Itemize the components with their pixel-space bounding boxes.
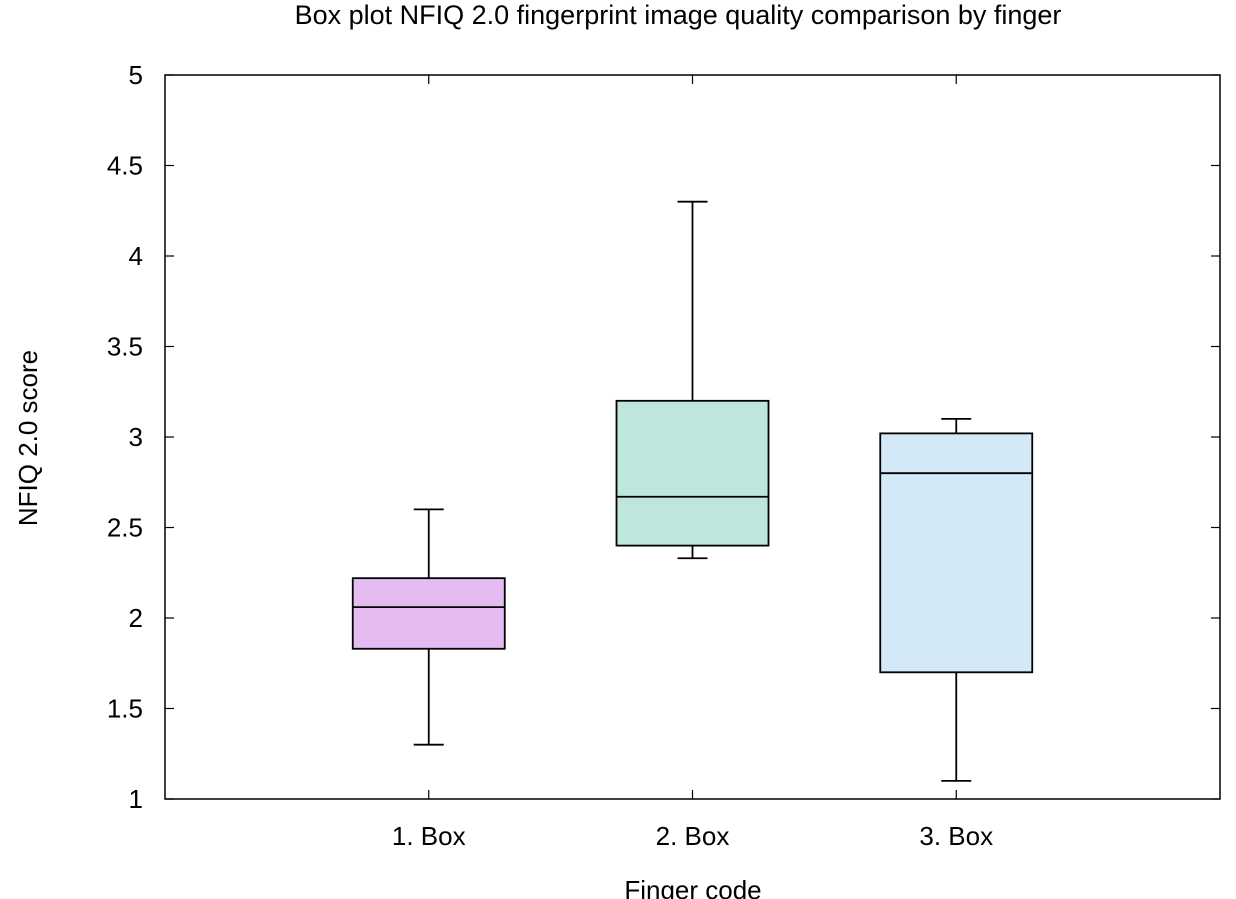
box-3 — [879, 417, 1034, 782]
y-tick-label: 1 — [129, 784, 143, 814]
y-tick-label: 5 — [129, 60, 143, 90]
x-axis-ticks: 1. Box 2. Box 3. Box — [392, 75, 993, 851]
x-tick-label: 2. Box — [656, 821, 730, 851]
box-1 — [351, 508, 506, 746]
y-tick-label: 2.5 — [107, 513, 143, 543]
y-tick-label: 4.5 — [107, 151, 143, 181]
chart-title: Box plot NFIQ 2.0 fingerprint image qual… — [295, 0, 1062, 30]
y-tick-label: 3.5 — [107, 332, 143, 362]
x-tick-label: 3. Box — [919, 821, 993, 851]
x-axis-label: Finger code — [624, 875, 761, 899]
x-tick-label: 1. Box — [392, 821, 466, 851]
box-series — [351, 200, 1034, 782]
box-iqr — [879, 432, 1034, 674]
box-iqr — [615, 399, 770, 547]
y-tick-label: 2 — [129, 603, 143, 633]
box-iqr — [351, 577, 506, 650]
y-tick-label: 3 — [129, 422, 143, 452]
y-axis-label: NFIQ 2.0 score — [13, 350, 43, 526]
y-tick-label: 4 — [129, 241, 143, 271]
y-tick-label: 1.5 — [107, 694, 143, 724]
box-2 — [615, 200, 770, 560]
y-axis-ticks: 1 1.5 2 2.5 3 3.5 4 4.5 5 — [107, 60, 1220, 814]
